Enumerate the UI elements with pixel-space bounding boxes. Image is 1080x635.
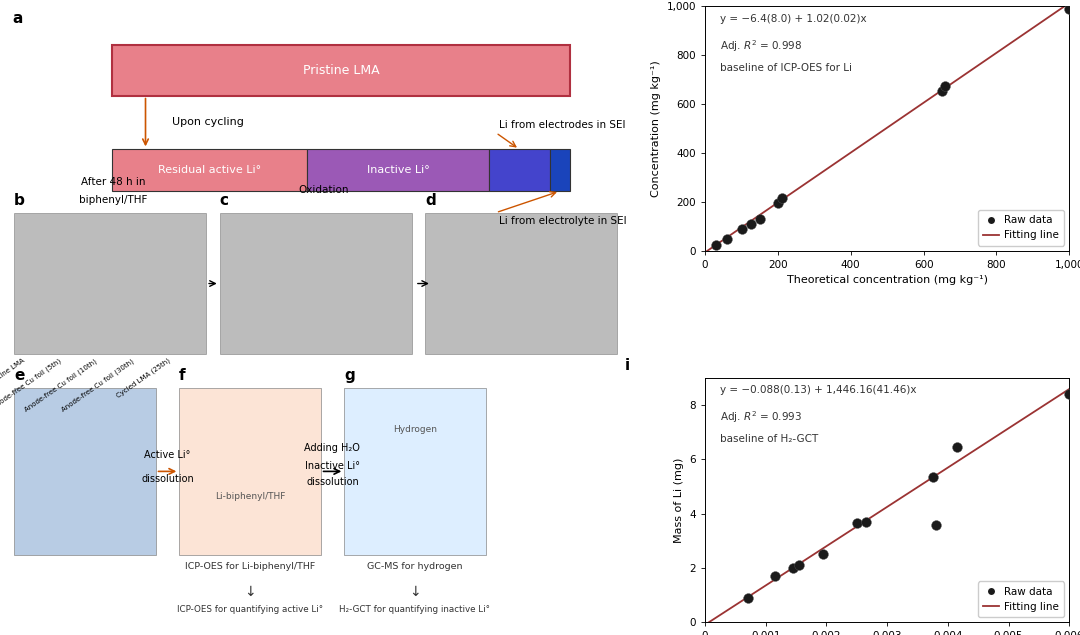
Point bbox=[1061, 4, 1078, 14]
Text: ICP-OES for Li-biphenyl/THF: ICP-OES for Li-biphenyl/THF bbox=[185, 562, 315, 571]
Point bbox=[769, 198, 786, 208]
Text: Oxidation: Oxidation bbox=[299, 185, 349, 196]
Legend: Raw data, Fitting line: Raw data, Fitting line bbox=[977, 582, 1064, 617]
Point bbox=[742, 219, 759, 229]
Legend: Raw data, Fitting line: Raw data, Fitting line bbox=[977, 210, 1064, 246]
FancyBboxPatch shape bbox=[489, 149, 550, 191]
Point bbox=[1061, 389, 1078, 399]
FancyBboxPatch shape bbox=[14, 388, 156, 554]
Text: baseline of ICP-OES for Li: baseline of ICP-OES for Li bbox=[719, 63, 852, 72]
Text: GC-MS for hydrogen: GC-MS for hydrogen bbox=[367, 562, 462, 571]
Point bbox=[784, 563, 801, 573]
FancyBboxPatch shape bbox=[219, 213, 411, 354]
FancyBboxPatch shape bbox=[112, 149, 307, 191]
Point bbox=[791, 560, 808, 570]
FancyBboxPatch shape bbox=[179, 388, 321, 554]
FancyBboxPatch shape bbox=[112, 45, 570, 96]
FancyBboxPatch shape bbox=[550, 149, 570, 191]
Point bbox=[927, 519, 944, 530]
Point bbox=[858, 517, 875, 527]
Text: biphenyl/THF: biphenyl/THF bbox=[79, 196, 147, 205]
Text: Adj. $R^2$ = 0.993: Adj. $R^2$ = 0.993 bbox=[719, 410, 801, 425]
Text: Adj. $R^2$ = 0.998: Adj. $R^2$ = 0.998 bbox=[719, 38, 802, 54]
Text: After 48 h in: After 48 h in bbox=[81, 177, 146, 187]
Text: baseline of H₂-GCT: baseline of H₂-GCT bbox=[719, 434, 818, 444]
Text: Anode-free Cu foil (5th): Anode-free Cu foil (5th) bbox=[0, 358, 62, 410]
Text: Upon cycling: Upon cycling bbox=[173, 117, 244, 127]
Point bbox=[718, 234, 735, 244]
Text: g: g bbox=[345, 368, 355, 384]
Point bbox=[773, 193, 791, 203]
Text: e: e bbox=[14, 368, 25, 384]
X-axis label: Theoretical concentration (mg kg⁻¹): Theoretical concentration (mg kg⁻¹) bbox=[786, 276, 987, 285]
Text: Anode-free Cu foil (30th): Anode-free Cu foil (30th) bbox=[59, 358, 135, 413]
Text: Inactive Li°: Inactive Li° bbox=[367, 165, 430, 175]
Text: ↓: ↓ bbox=[244, 585, 256, 599]
Text: Pristine LMA: Pristine LMA bbox=[0, 358, 26, 387]
Point bbox=[707, 240, 725, 250]
FancyBboxPatch shape bbox=[345, 388, 486, 554]
Point bbox=[766, 571, 783, 581]
Text: Residual active Li°: Residual active Li° bbox=[158, 165, 261, 175]
Text: dissolution: dissolution bbox=[306, 477, 359, 487]
Text: f: f bbox=[179, 368, 186, 384]
Text: Pristine LMA: Pristine LMA bbox=[302, 64, 379, 77]
Text: H₂-GCT for quantifying inactive Li°: H₂-GCT for quantifying inactive Li° bbox=[339, 605, 490, 614]
Text: Cycled LMA (25th): Cycled LMA (25th) bbox=[114, 358, 171, 399]
Point bbox=[948, 442, 966, 452]
Text: a: a bbox=[12, 11, 23, 26]
Point bbox=[936, 81, 954, 91]
Point bbox=[933, 86, 950, 96]
FancyBboxPatch shape bbox=[14, 213, 206, 354]
Text: Inactive Li°: Inactive Li° bbox=[305, 462, 360, 471]
FancyBboxPatch shape bbox=[307, 149, 489, 191]
Text: c: c bbox=[219, 193, 229, 208]
Y-axis label: Concentration (mg kg⁻¹): Concentration (mg kg⁻¹) bbox=[651, 60, 661, 197]
Text: h: h bbox=[625, 0, 636, 2]
Point bbox=[739, 593, 756, 603]
FancyBboxPatch shape bbox=[426, 213, 617, 354]
Text: ICP-OES for quantifying active Li°: ICP-OES for quantifying active Li° bbox=[177, 605, 323, 614]
Text: dissolution: dissolution bbox=[141, 474, 193, 485]
Point bbox=[924, 472, 942, 482]
Point bbox=[733, 224, 751, 234]
Text: Active Li°: Active Li° bbox=[145, 450, 190, 460]
Point bbox=[751, 214, 768, 224]
Text: Li from electrodes in SEI: Li from electrodes in SEI bbox=[499, 119, 625, 130]
Text: y = −6.4(8.0) + 1.02(0.02)x: y = −6.4(8.0) + 1.02(0.02)x bbox=[719, 14, 866, 23]
Text: Li from electrolyte in SEI: Li from electrolyte in SEI bbox=[499, 216, 626, 226]
Text: Anode-free Cu foil (10th): Anode-free Cu foil (10th) bbox=[24, 358, 98, 413]
Point bbox=[848, 518, 865, 528]
Text: i: i bbox=[625, 358, 630, 373]
Text: y = −0.088(0.13) + 1,446.16(41.46)x: y = −0.088(0.13) + 1,446.16(41.46)x bbox=[719, 385, 916, 395]
Text: Hydrogen: Hydrogen bbox=[393, 425, 437, 434]
Text: ↓: ↓ bbox=[409, 585, 421, 599]
Text: b: b bbox=[14, 193, 25, 208]
Point bbox=[814, 549, 832, 559]
Text: Li-biphenyl/THF: Li-biphenyl/THF bbox=[215, 492, 285, 501]
Text: Adding H₂O: Adding H₂O bbox=[305, 443, 361, 453]
Text: d: d bbox=[426, 193, 436, 208]
Y-axis label: Mass of Li (mg): Mass of Li (mg) bbox=[674, 457, 684, 543]
